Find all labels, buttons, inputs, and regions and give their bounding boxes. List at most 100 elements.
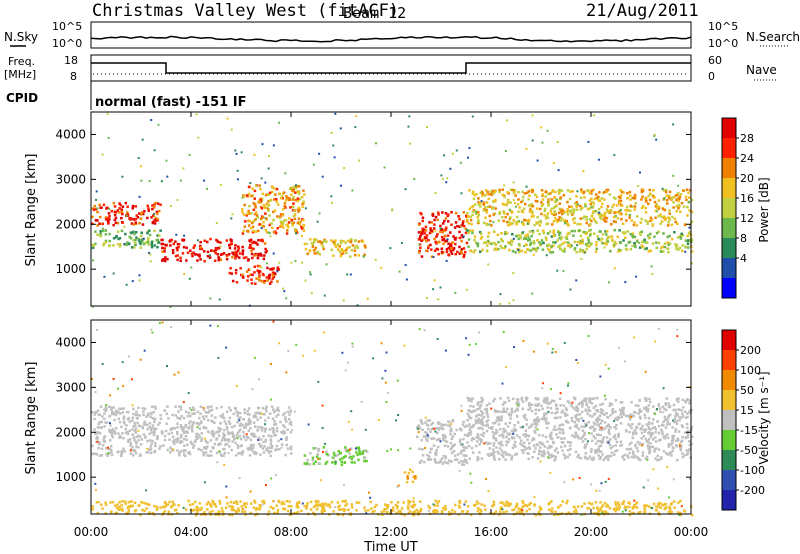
data-cell (529, 249, 532, 252)
data-cell (657, 431, 661, 435)
data-cell (443, 154, 446, 157)
data-cell (501, 451, 505, 454)
data-cell (245, 502, 248, 505)
data-cell (511, 240, 514, 243)
data-cell (146, 447, 149, 450)
data-cell (480, 433, 483, 436)
data-cell (650, 507, 653, 509)
data-cell (192, 446, 195, 449)
data-cell (678, 197, 681, 200)
data-cell (109, 431, 112, 434)
data-cell (644, 211, 648, 214)
data-cell (355, 446, 359, 450)
data-cell (450, 245, 453, 248)
data-cell (691, 513, 694, 517)
data-cell (478, 451, 481, 454)
data-cell (280, 431, 283, 434)
data-cell (668, 505, 671, 509)
data-cell (120, 507, 124, 511)
data-cell (467, 238, 471, 241)
data-cell (140, 179, 143, 182)
data-cell (462, 420, 465, 424)
data-cell (487, 235, 490, 238)
data-cell (275, 504, 278, 507)
data-cell (488, 454, 491, 457)
data-cell (491, 207, 494, 210)
data-cell (552, 162, 555, 165)
data-cell (568, 441, 572, 444)
data-cell (248, 239, 251, 242)
data-cell (590, 432, 593, 435)
data-cell (254, 254, 257, 257)
data-cell (244, 422, 248, 426)
data-cell (587, 501, 591, 505)
data-cell (428, 419, 432, 422)
data-cell (681, 455, 685, 459)
data-cell (127, 439, 130, 442)
data-cell (429, 243, 432, 247)
data-cell (128, 355, 130, 358)
data-cell (240, 151, 243, 154)
data-cell (460, 409, 463, 412)
data-cell (560, 189, 563, 192)
data-cell (620, 190, 624, 194)
data-cell (593, 412, 597, 415)
data-cell (135, 231, 138, 234)
data-cell (521, 195, 525, 199)
data-cell (506, 119, 509, 122)
data-cell (536, 397, 540, 400)
data-cell (607, 477, 610, 480)
data-cell (654, 216, 657, 219)
data-cell (190, 427, 194, 431)
data-cell (262, 257, 266, 261)
data-cell (588, 432, 591, 435)
data-cell (437, 426, 440, 430)
data-cell (348, 245, 351, 249)
data-cell (567, 382, 570, 385)
data-cell (228, 246, 232, 250)
data-cell (527, 452, 530, 455)
data-cell (519, 236, 522, 240)
data-cell (237, 249, 240, 252)
data-cell (427, 504, 430, 508)
data-cell (142, 410, 145, 413)
data-cell (520, 439, 523, 442)
data-cell (257, 436, 261, 440)
data-cell (390, 501, 393, 504)
data-cell (472, 405, 475, 408)
data-cell (385, 401, 388, 403)
data-cell (600, 217, 603, 221)
data-cell (355, 509, 358, 512)
data-cell (670, 502, 673, 505)
data-cell (525, 423, 529, 426)
data-cell (204, 426, 208, 430)
data-cell (197, 508, 200, 512)
data-cell (123, 422, 126, 425)
data-cell (596, 506, 599, 509)
data-cell (149, 445, 152, 448)
data-cell (590, 242, 593, 245)
data-cell (545, 422, 548, 425)
data-cell (159, 417, 163, 421)
data-cell (464, 460, 468, 463)
data-cell (295, 511, 298, 515)
data-cell (454, 503, 457, 507)
data-cell (282, 430, 285, 433)
data-cell (460, 404, 463, 407)
data-cell (630, 413, 633, 416)
data-cell (657, 424, 661, 428)
data-cell (502, 511, 505, 514)
data-cell (246, 279, 249, 282)
data-cell (267, 416, 270, 419)
data-cell (361, 452, 365, 455)
data-cell (134, 243, 137, 246)
data-cell (246, 259, 250, 262)
data-cell (176, 416, 179, 419)
data-cell (472, 451, 475, 454)
data-cell (532, 350, 535, 353)
data-cell (433, 458, 437, 461)
data-cell (233, 438, 236, 441)
data-cell (403, 513, 407, 517)
data-cell (170, 431, 174, 435)
data-cell (517, 219, 520, 222)
